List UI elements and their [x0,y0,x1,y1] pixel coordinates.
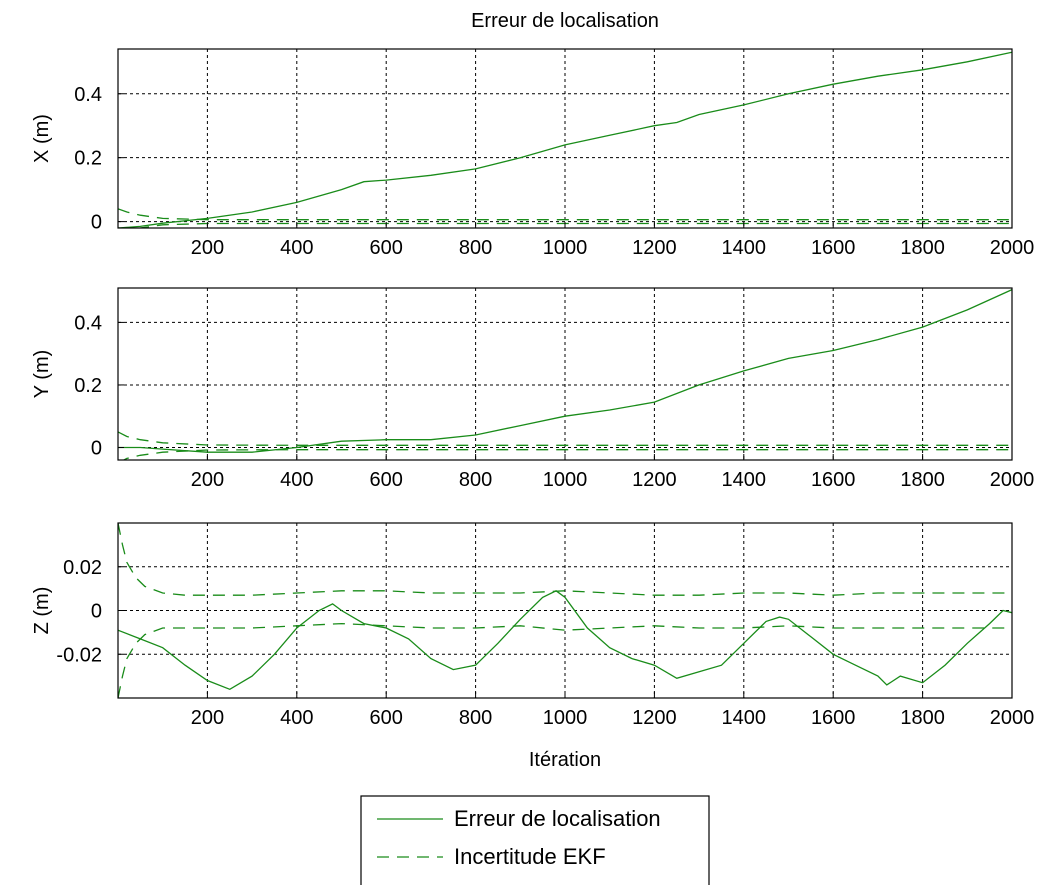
series-line-erreur-0 [118,51,1012,228]
series-line-incertitude-1 [118,523,1012,596]
series-line-incertitude-2 [118,622,1012,698]
y-tick-label: 0.4 [74,84,102,106]
x-tick-label: 1200 [632,237,677,259]
x-tick-label: 1800 [900,237,945,259]
x-tick-label: 800 [459,707,492,729]
legend: Erreur de localisation Incertitude EKF [360,795,710,885]
x-tick-label: 1000 [543,707,588,729]
legend-label: Erreur de localisation [454,806,661,831]
y-axis-label: Y (m) [31,350,53,399]
y-tick-label: -0.02 [56,644,102,666]
x-tick-label: 600 [370,237,403,259]
x-tick-label: 1600 [811,469,856,491]
x-tick-label: 400 [280,237,313,259]
chart-panel-3: 200 400 600 800 1000 1200 1400 1600 1800 2000 -0.0… [31,522,1035,771]
x-axis-label: Itération [529,749,601,771]
series-line-incertitude-1 [118,431,1012,446]
x-tick-label: 800 [459,469,492,491]
x-tick-label: 2000 [990,707,1035,729]
x-tick-label: 200 [191,469,224,491]
x-tick-label: 1400 [722,469,767,491]
x-tick-label: 1600 [811,237,856,259]
x-tick-label: 1400 [722,707,767,729]
x-tick-label: 600 [370,707,403,729]
legend-label: Incertitude EKF [454,844,606,869]
x-tick-label: 400 [280,469,313,491]
series-line-erreur-0 [118,590,1012,691]
x-tick-label: 1000 [543,469,588,491]
x-tick-label: 1200 [632,707,677,729]
y-tick-label: 0 [91,601,102,623]
x-tick-label: 2000 [990,469,1035,491]
y-axis-label: Z (m) [31,587,53,635]
y-axis-label: X (m) [31,114,53,163]
y-tick-label: 0.2 [74,375,102,397]
chart-panel-2: 200 400 600 800 1000 1200 1400 1600 1800 2000 0 0.2… [31,287,1035,491]
y-tick-label: 0.2 [74,148,102,170]
series-line-erreur-0 [118,289,1012,453]
series-line-incertitude-1 [118,208,1012,221]
x-tick-label: 1800 [900,469,945,491]
legend-box [360,795,710,885]
y-tick-label: 0.02 [63,557,102,579]
x-tick-label: 600 [370,469,403,491]
chart-panels: 200 400 600 800 1000 1200 1400 1600 1800 200000.2… [31,10,1034,771]
x-tick-label: 200 [191,237,224,259]
x-tick-label: 800 [459,237,492,259]
series-line-incertitude-2 [122,449,1012,460]
x-tick-label: 200 [191,707,224,729]
chart-title: Erreur de localisation [471,10,659,32]
x-tick-label: 2000 [990,237,1035,259]
chart-panel-1: 200 400 600 800 1000 1200 1400 1600 1800 2000 0 0.2… [31,10,1034,259]
y-tick-label: 0 [91,212,102,234]
x-tick-label: 1200 [632,469,677,491]
y-tick-label: 0 [91,437,102,459]
x-tick-label: 1400 [722,237,767,259]
y-tick-label: 0.4 [74,312,102,334]
x-tick-label: 1600 [811,707,856,729]
x-tick-label: 1000 [543,237,588,259]
x-tick-label: 400 [280,707,313,729]
x-tick-label: 1800 [900,707,945,729]
